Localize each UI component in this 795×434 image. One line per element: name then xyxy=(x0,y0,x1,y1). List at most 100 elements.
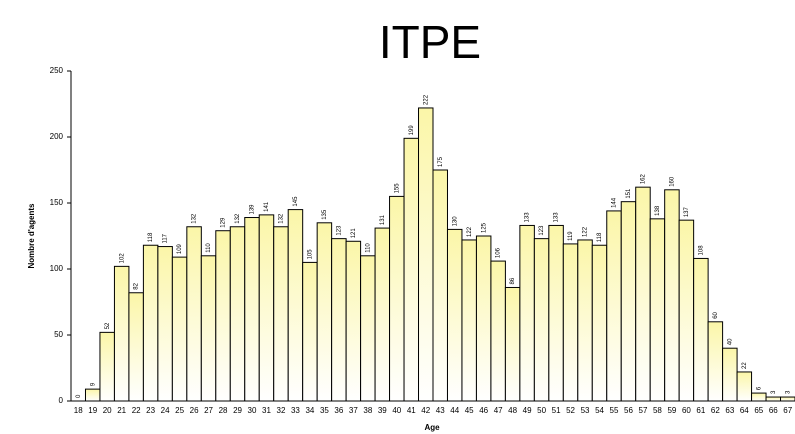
bar xyxy=(229,226,246,402)
value-label: 125 xyxy=(481,222,487,233)
bar xyxy=(258,214,275,402)
x-tick-label: 31 xyxy=(262,406,271,415)
bar xyxy=(678,219,695,402)
bar xyxy=(635,186,651,402)
x-tick-label: 18 xyxy=(74,406,83,415)
bar xyxy=(461,239,477,402)
x-tick-label: 40 xyxy=(392,406,401,415)
bar xyxy=(171,256,188,402)
value-label: 40 xyxy=(727,338,733,345)
bar xyxy=(707,321,724,402)
bar xyxy=(562,243,579,402)
value-label: 105 xyxy=(307,249,313,260)
value-label: 121 xyxy=(351,228,357,239)
value-label: 123 xyxy=(539,225,545,236)
value-label: 122 xyxy=(583,226,589,237)
x-tick-label: 47 xyxy=(494,406,503,415)
bar xyxy=(142,244,159,402)
bar xyxy=(374,227,391,402)
value-label: 151 xyxy=(626,188,632,199)
y-tick-label: 200 xyxy=(50,132,64,141)
value-label: 6 xyxy=(756,386,762,390)
value-label: 118 xyxy=(148,232,154,242)
bar xyxy=(432,169,448,402)
x-tick-label: 23 xyxy=(146,406,155,415)
x-tick-label: 35 xyxy=(320,406,329,415)
x-tick-label: 66 xyxy=(769,406,778,415)
x-tick-label: 64 xyxy=(740,406,749,415)
value-label: 86 xyxy=(510,277,516,284)
bar xyxy=(620,201,637,402)
y-tick-label: 50 xyxy=(54,330,63,339)
x-tick-label: 59 xyxy=(667,406,676,415)
value-label: 160 xyxy=(669,176,675,187)
x-tick-label: 22 xyxy=(132,406,141,415)
x-tick-label: 34 xyxy=(305,406,314,415)
bar xyxy=(446,228,463,402)
value-label: 9 xyxy=(90,382,96,386)
bar xyxy=(360,255,376,402)
bar xyxy=(533,238,550,402)
y-axis-label: Nombre d'agents xyxy=(27,203,36,269)
bar xyxy=(418,107,434,402)
value-label: 118 xyxy=(597,232,603,242)
y-tick-label: 150 xyxy=(50,198,64,207)
bar xyxy=(186,226,202,402)
x-tick-label: 19 xyxy=(88,406,97,415)
bar xyxy=(693,257,709,402)
x-tick-label: 25 xyxy=(175,406,184,415)
value-label: 132 xyxy=(279,213,285,224)
value-label: 162 xyxy=(641,173,647,184)
x-tick-label: 50 xyxy=(537,406,546,415)
bar xyxy=(215,230,231,402)
x-tick-label: 30 xyxy=(248,406,257,415)
bar xyxy=(591,244,608,402)
x-tick-label: 37 xyxy=(349,406,358,415)
bar xyxy=(649,218,666,402)
value-label: 141 xyxy=(264,201,270,212)
x-tick-label: 32 xyxy=(277,406,286,415)
x-tick-label: 41 xyxy=(407,406,416,415)
value-label: 109 xyxy=(177,243,183,254)
value-label: 132 xyxy=(192,213,198,224)
bar xyxy=(490,260,506,402)
value-label: 139 xyxy=(250,204,256,215)
value-label: 52 xyxy=(105,322,111,329)
value-label: 144 xyxy=(612,197,618,208)
bar xyxy=(722,347,738,402)
bar xyxy=(287,209,304,402)
value-label: 137 xyxy=(684,206,690,217)
bar xyxy=(316,222,333,402)
x-tick-label: 67 xyxy=(783,406,792,415)
value-label: 106 xyxy=(496,247,502,258)
value-label: 3 xyxy=(785,390,791,394)
x-tick-label: 61 xyxy=(696,406,705,415)
x-tick-label: 20 xyxy=(103,406,112,415)
x-tick-label: 45 xyxy=(465,406,474,415)
value-label: 123 xyxy=(336,225,342,236)
x-tick-label: 27 xyxy=(204,406,213,415)
x-tick-label: 51 xyxy=(552,406,561,415)
bar xyxy=(302,261,318,402)
bar xyxy=(504,286,521,402)
value-label: 102 xyxy=(119,253,125,264)
y-tick-label: 250 xyxy=(50,66,64,75)
x-tick-label: 26 xyxy=(190,406,199,415)
bar xyxy=(403,137,420,402)
bar xyxy=(113,265,130,402)
x-tick-label: 46 xyxy=(479,406,488,415)
x-tick-label: 44 xyxy=(450,406,459,415)
bar xyxy=(780,396,795,402)
x-tick-label: 36 xyxy=(334,406,343,415)
x-tick-label: 33 xyxy=(291,406,300,415)
value-label: 108 xyxy=(698,245,704,256)
bar xyxy=(128,292,144,402)
x-axis-label: Age xyxy=(424,423,440,432)
bar xyxy=(200,255,217,402)
value-label: 138 xyxy=(655,205,661,216)
value-label: 133 xyxy=(554,212,560,223)
bar xyxy=(99,331,115,402)
x-tick-label: 43 xyxy=(436,406,445,415)
x-tick-label: 39 xyxy=(378,406,387,415)
value-label: 110 xyxy=(365,243,371,253)
